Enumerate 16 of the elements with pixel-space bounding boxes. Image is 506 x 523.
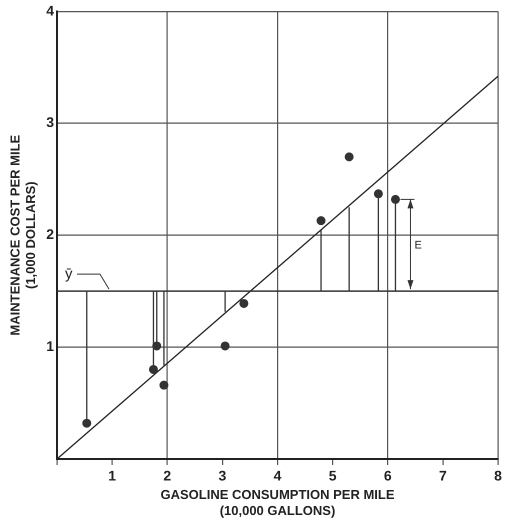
x-tick-label: 1 bbox=[108, 467, 116, 484]
x-tick-label: 3 bbox=[218, 467, 226, 484]
x-tick-label: 2 bbox=[163, 467, 172, 484]
y-tick-label: 2 bbox=[46, 226, 54, 242]
annotation: E bbox=[414, 239, 422, 252]
y-tick-label: 4 bbox=[46, 2, 54, 18]
y-tick-label: 3 bbox=[46, 114, 54, 130]
x-tick-label: 7 bbox=[438, 467, 447, 484]
x-tick-label: 6 bbox=[384, 467, 392, 484]
x-tick-label: 8 bbox=[494, 467, 502, 484]
y-axis-title: MAINTENANCE COST PER MILE (1,000 DOLLARS) bbox=[7, 134, 38, 336]
x-axis-title: GASOLINE CONSUMPTION PER MILE (10,000 GALLONS) bbox=[160, 487, 395, 518]
x-tick-label: 5 bbox=[328, 467, 337, 484]
legend-label: ȳ bbox=[64, 265, 73, 282]
x-tick-label: 4 bbox=[274, 467, 282, 484]
y-tick-label: 1 bbox=[46, 338, 54, 354]
